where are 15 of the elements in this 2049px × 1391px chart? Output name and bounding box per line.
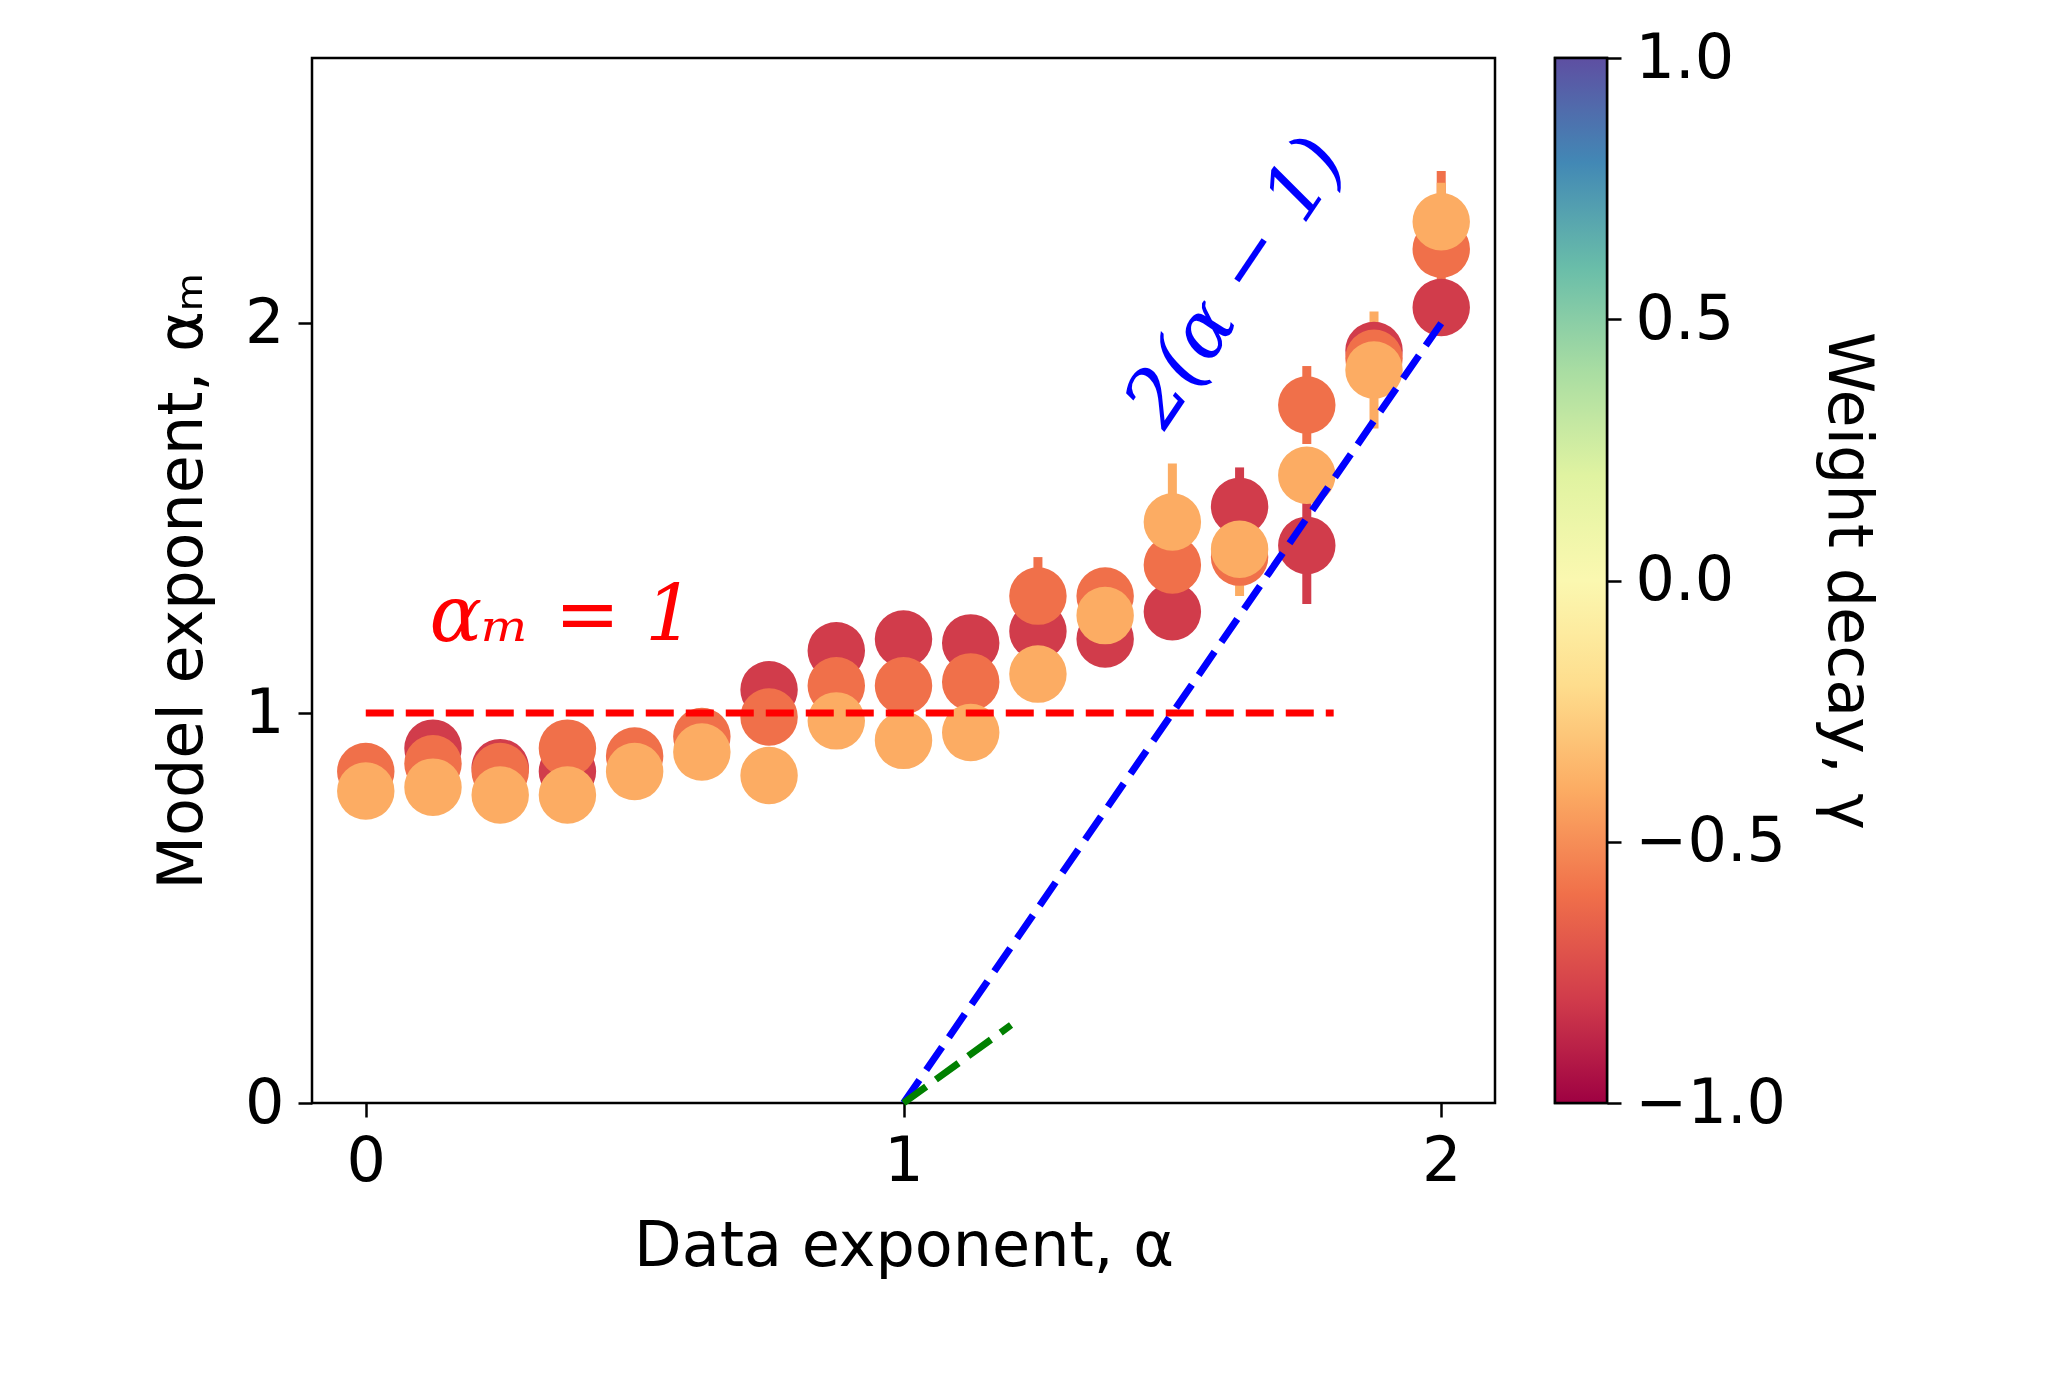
x-tick-label: 0 [346,1122,386,1196]
x-tick-label: 2 [1422,1122,1462,1196]
y-tick-label: 2 [245,284,285,358]
annotation: αₘ = 1 [429,569,695,659]
y-tick-label: 0 [245,1064,285,1138]
color-bar-label: 0.5 [1635,280,1735,354]
color-bar-label: 0.0 [1635,542,1735,615]
color-bar-label: −1.0 [1635,1064,1787,1138]
color-bar-label: −0.5 [1635,803,1787,877]
color-bar-label: 1.0 [1635,19,1735,93]
x-tick-label: 1 [884,1122,924,1196]
y-tick-label: 1 [245,674,285,748]
x-axis-title: Data exponent, α [633,1207,1175,1281]
y-axis-title: Model exponent, αₘ [144,272,218,890]
color-bar-title: Weight decay, γ [1814,331,1888,831]
